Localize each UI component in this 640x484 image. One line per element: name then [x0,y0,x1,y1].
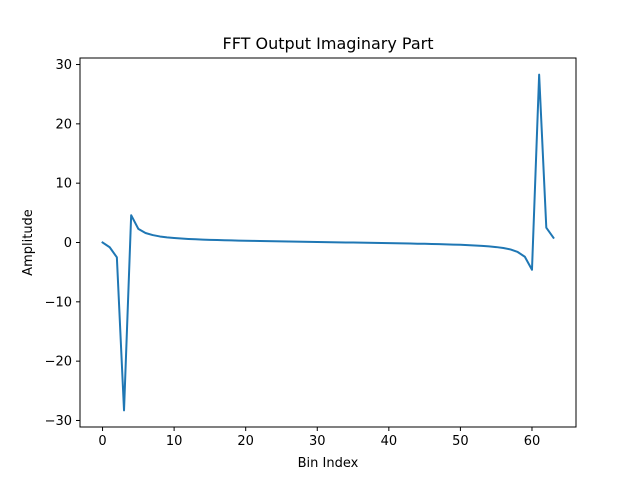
y-tick-label: −20 [45,355,72,370]
x-tick-label: 40 [381,434,398,449]
x-tick-label: 50 [452,434,469,449]
y-axis: −30 −20 −10 0 10 20 30 [45,58,80,429]
x-tick-label: 60 [524,434,541,449]
y-tick-label: 0 [64,236,72,251]
x-tick-label: 0 [98,434,106,449]
x-tick-label: 30 [309,434,326,449]
y-tick-label: 30 [55,58,72,73]
x-tick-label: 10 [166,434,183,449]
plot-area [101,73,555,412]
y-tick-label: −30 [45,414,72,429]
series-line [101,73,555,412]
chart-title: FFT Output Imaginary Part [222,34,433,53]
y-axis-label: Amplitude [21,209,36,276]
y-tick-label: 20 [55,117,72,132]
y-tick-label: 10 [55,177,72,192]
x-tick-label: 20 [237,434,254,449]
x-axis-label: Bin Index [298,456,359,471]
x-axis: 0 10 20 30 40 50 60 [98,427,540,449]
y-tick-label: −10 [45,295,72,310]
